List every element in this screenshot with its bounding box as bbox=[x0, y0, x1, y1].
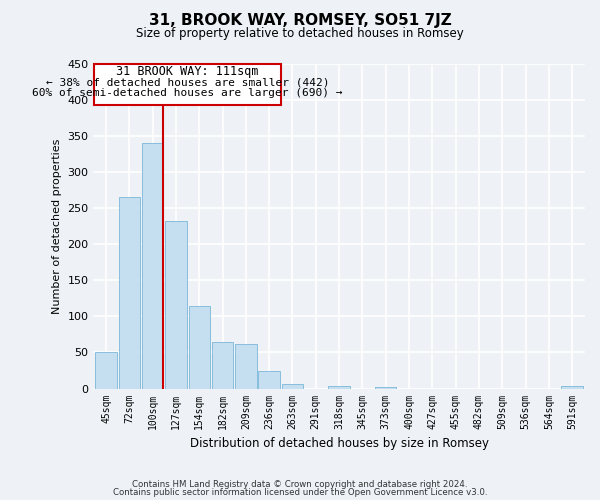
Text: ← 38% of detached houses are smaller (442): ← 38% of detached houses are smaller (44… bbox=[46, 77, 329, 87]
Y-axis label: Number of detached properties: Number of detached properties bbox=[52, 138, 62, 314]
Text: 31, BROOK WAY, ROMSEY, SO51 7JZ: 31, BROOK WAY, ROMSEY, SO51 7JZ bbox=[149, 12, 451, 28]
Bar bbox=[119, 198, 140, 388]
Text: 31 BROOK WAY: 111sqm: 31 BROOK WAY: 111sqm bbox=[116, 64, 259, 78]
Text: Contains HM Land Registry data © Crown copyright and database right 2024.: Contains HM Land Registry data © Crown c… bbox=[132, 480, 468, 489]
Bar bbox=[188, 306, 210, 388]
Bar bbox=[375, 387, 397, 388]
X-axis label: Distribution of detached houses by size in Romsey: Distribution of detached houses by size … bbox=[190, 437, 488, 450]
Bar bbox=[142, 144, 163, 388]
Text: Contains public sector information licensed under the Open Government Licence v3: Contains public sector information licen… bbox=[113, 488, 487, 497]
Text: 60% of semi-detached houses are larger (690) →: 60% of semi-detached houses are larger (… bbox=[32, 88, 343, 98]
Bar bbox=[259, 370, 280, 388]
Text: Size of property relative to detached houses in Romsey: Size of property relative to detached ho… bbox=[136, 28, 464, 40]
Bar bbox=[95, 352, 117, 388]
Bar bbox=[212, 342, 233, 388]
Bar bbox=[282, 384, 303, 388]
Bar bbox=[235, 344, 257, 389]
Bar bbox=[94, 64, 281, 105]
Bar bbox=[562, 386, 583, 388]
Bar bbox=[165, 221, 187, 388]
Bar bbox=[328, 386, 350, 388]
